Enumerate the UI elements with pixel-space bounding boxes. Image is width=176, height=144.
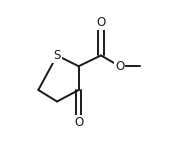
Text: O: O [115,60,124,73]
Text: O: O [74,116,83,129]
Text: S: S [53,49,61,62]
Text: O: O [96,16,106,29]
